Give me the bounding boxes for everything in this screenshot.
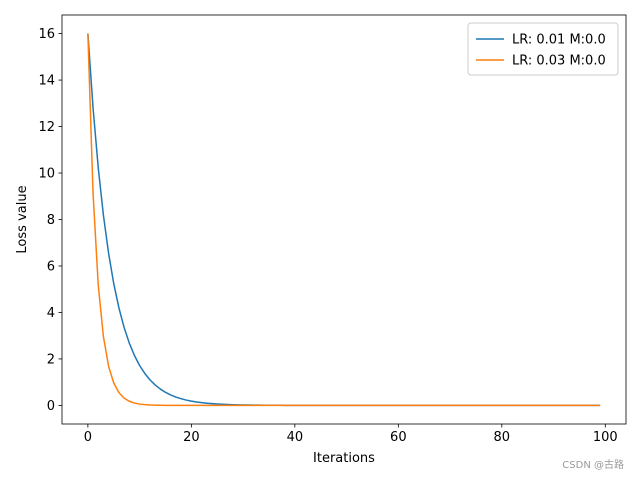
series-line-1 bbox=[87, 33, 601, 407]
x-tick-label: 0 bbox=[84, 430, 92, 445]
series-line-2 bbox=[87, 33, 601, 407]
y-tick-label: 2 bbox=[47, 352, 55, 367]
x-tick-label: 40 bbox=[287, 430, 304, 445]
watermark-text: CSDN @古路 bbox=[562, 460, 624, 471]
y-tick-label: 16 bbox=[38, 27, 55, 42]
y-tick-label: 14 bbox=[38, 74, 55, 89]
x-tick-label: 60 bbox=[390, 430, 407, 445]
y-tick-label: 10 bbox=[38, 167, 55, 182]
y-tick-label: 0 bbox=[47, 399, 55, 414]
y-tick-label: 12 bbox=[38, 120, 55, 135]
y-tick-label: 8 bbox=[47, 213, 55, 228]
y-axis-label: Loss value bbox=[15, 185, 30, 253]
legend-box bbox=[467, 22, 619, 76]
plot-frame bbox=[61, 14, 627, 425]
x-tick-label: 100 bbox=[593, 430, 618, 445]
y-tick-label: 6 bbox=[47, 259, 55, 274]
x-tick-label: 20 bbox=[183, 430, 200, 445]
y-tick-label: 4 bbox=[47, 306, 55, 321]
x-axis-label: Iterations bbox=[313, 451, 375, 466]
legend-label-2: LR: 0.03 M:0.0 bbox=[512, 54, 606, 69]
legend-label-1: LR: 0.01 M:0.0 bbox=[512, 33, 606, 48]
x-tick-label: 80 bbox=[494, 430, 511, 445]
